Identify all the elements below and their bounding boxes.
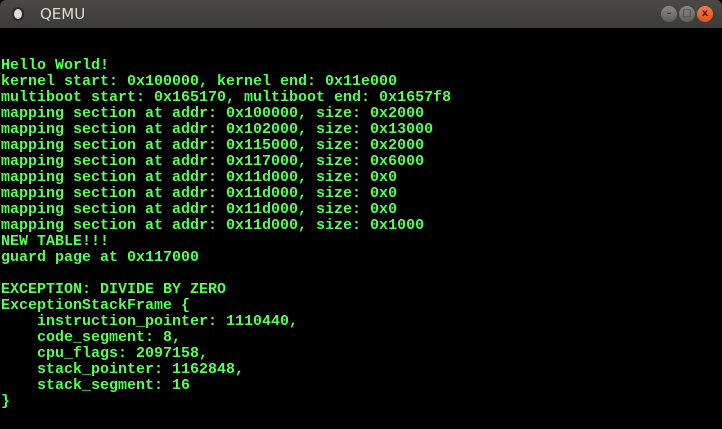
console-line: mapping section at addr: 0x11d000, size:…	[1, 217, 425, 234]
console-line: kernel start: 0x100000, kernel end: 0x11…	[1, 73, 398, 90]
qemu-app-icon	[14, 9, 22, 19]
console-line	[1, 266, 451, 282]
console-line: code_segment: 8,	[1, 329, 182, 346]
console-line: mapping section at addr: 0x11d000, size:…	[1, 185, 398, 202]
console-line: NEW TABLE!!!	[1, 233, 110, 250]
console-line: mapping section at addr: 0x102000, size:…	[1, 121, 434, 138]
console-line: mapping section at addr: 0x11d000, size:…	[1, 169, 398, 186]
console-line: ExceptionStackFrame {	[1, 297, 191, 314]
console-line: stack_segment: 16	[1, 377, 191, 394]
console-line: mapping section at addr: 0x11d000, size:…	[1, 201, 398, 218]
console-line: mapping section at addr: 0x100000, size:…	[1, 105, 425, 122]
console-line: cpu_flags: 2097158,	[1, 345, 209, 362]
window-titlebar[interactable]: QEMU – □ x	[0, 0, 722, 28]
console-line: }	[1, 393, 11, 410]
console-line: mapping section at addr: 0x115000, size:…	[1, 137, 425, 154]
maximize-button[interactable]: □	[679, 6, 695, 22]
console-line: stack_pointer: 1162848,	[1, 361, 245, 378]
console-line: guard page at 0x117000	[1, 249, 200, 266]
minimize-button[interactable]: –	[661, 6, 677, 22]
console-line: multiboot start: 0x165170, multiboot end…	[1, 89, 452, 106]
console-line: instruction_pointer: 1110440,	[1, 313, 299, 330]
close-button[interactable]: x	[697, 6, 713, 22]
console-line: EXCEPTION: DIVIDE BY ZERO	[1, 281, 227, 298]
window-title: QEMU	[40, 5, 86, 23]
console-output: Hello World! kernel start: 0x100000, kern…	[1, 58, 451, 410]
vm-display[interactable]: Hello World! kernel start: 0x100000, kern…	[0, 28, 722, 429]
console-line: mapping section at addr: 0x117000, size:…	[1, 153, 425, 170]
console-line: Hello World!	[1, 57, 110, 74]
